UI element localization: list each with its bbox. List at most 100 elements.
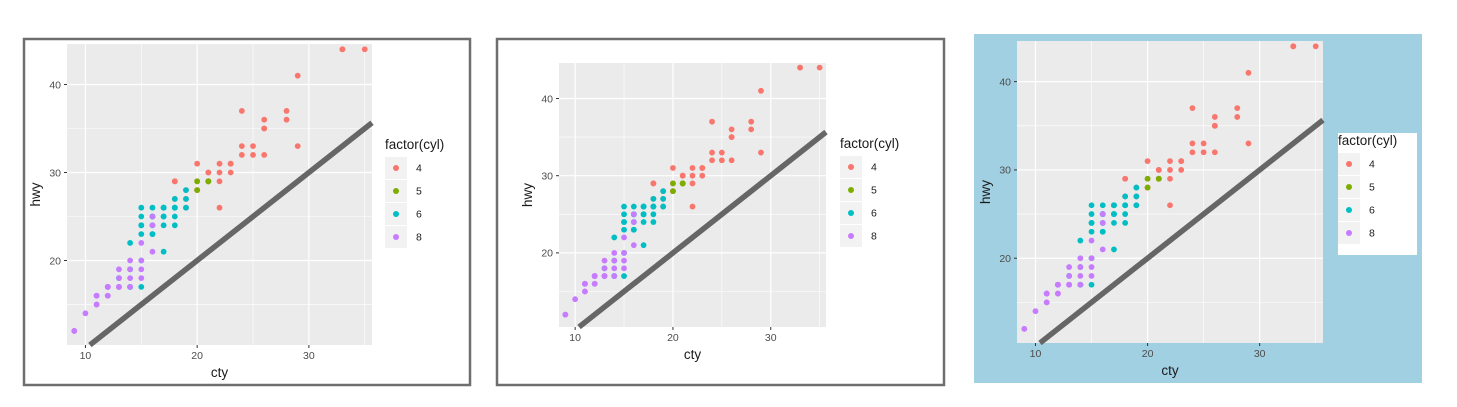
legend-label: 5 <box>1369 182 1375 194</box>
data-point <box>601 257 608 264</box>
plot-2-x-axis-label: cty <box>684 347 702 362</box>
data-point <box>621 203 627 210</box>
data-point <box>679 172 686 179</box>
data-point <box>640 211 647 218</box>
x-tick-label: 10 <box>569 332 581 344</box>
data-point <box>160 204 167 211</box>
legend-label: 5 <box>871 185 877 197</box>
data-point <box>149 248 156 255</box>
data-point <box>1189 140 1196 147</box>
data-point <box>591 280 598 287</box>
legend-label: 4 <box>416 163 422 175</box>
data-point <box>1099 228 1106 235</box>
data-point <box>216 169 223 176</box>
legend-label: 5 <box>416 186 422 198</box>
data-point <box>650 219 657 225</box>
data-point <box>116 266 122 273</box>
plot-3-reference-line <box>1038 117 1325 346</box>
y-tick-label: 30 <box>541 171 553 183</box>
data-point <box>1088 228 1095 235</box>
data-point <box>138 231 145 238</box>
data-point <box>582 280 588 287</box>
data-point <box>748 118 755 125</box>
data-point <box>1200 149 1207 156</box>
data-point <box>601 273 608 279</box>
data-point <box>718 157 725 164</box>
legend-label: 6 <box>1369 205 1375 217</box>
data-point <box>1178 167 1185 173</box>
plot-2: 10 20 30 20 30 40 cty hwy factor(cyl) 4 5 6 8 <box>495 37 946 387</box>
y-tick-label: 40 <box>999 76 1011 88</box>
data-point <box>1167 167 1173 173</box>
data-point <box>138 213 145 220</box>
legend-key-point <box>1346 230 1352 236</box>
data-point <box>611 265 618 272</box>
legend-key-point <box>1346 161 1352 167</box>
data-point <box>149 204 156 211</box>
y-tick-label: 20 <box>999 253 1011 265</box>
data-point <box>93 292 100 299</box>
data-point <box>238 143 245 149</box>
data-point <box>660 195 667 202</box>
x-tick-label: 30 <box>765 332 777 344</box>
data-point <box>1133 193 1140 200</box>
data-point <box>1167 158 1173 164</box>
data-point <box>138 284 145 290</box>
data-point <box>194 187 201 193</box>
data-point <box>611 257 618 264</box>
data-point <box>138 222 145 229</box>
data-point <box>205 178 212 185</box>
data-point <box>238 151 245 158</box>
data-point <box>138 275 145 282</box>
data-point <box>1088 202 1095 209</box>
legend-key-point <box>393 211 399 217</box>
data-point <box>283 107 290 114</box>
data-point <box>1088 272 1095 279</box>
data-point <box>1088 237 1095 244</box>
data-point <box>1099 220 1106 226</box>
data-point <box>138 204 145 211</box>
x-tick-label: 20 <box>191 350 203 362</box>
data-point <box>183 196 189 202</box>
data-point <box>183 187 189 193</box>
data-point <box>1077 237 1084 244</box>
data-point <box>611 273 618 279</box>
data-point <box>1111 220 1117 226</box>
data-point <box>1055 281 1061 288</box>
x-tick-label: 10 <box>1030 348 1042 360</box>
plot-2-reference-line <box>577 129 828 330</box>
data-point <box>104 284 111 290</box>
data-point <box>1211 149 1218 156</box>
data-point <box>621 234 627 241</box>
data-point <box>1234 114 1241 120</box>
legend-label: 4 <box>871 162 877 174</box>
data-point <box>116 275 122 282</box>
plot-1-reference-line <box>88 120 374 348</box>
data-point <box>82 310 89 317</box>
data-point <box>138 266 145 273</box>
plot-1-legend: factor(cyl) 4 5 6 8 <box>385 137 444 248</box>
data-point <box>104 292 111 299</box>
plot-2-x-ticks: 10 20 30 <box>569 327 777 344</box>
data-point <box>171 204 178 211</box>
plot-2-y-ticks: 20 30 40 <box>541 93 559 260</box>
plot-1-y-ticks: 20 30 40 <box>49 79 67 267</box>
plot-2-grid <box>559 63 826 327</box>
legend-key-point <box>848 164 854 170</box>
plot-3-legend-title: factor(cyl) <box>1338 133 1397 148</box>
data-point <box>250 151 256 158</box>
plot-1-grid <box>67 44 372 345</box>
plot-2-legend-title: factor(cyl) <box>840 136 899 151</box>
legend-label: 8 <box>416 232 422 244</box>
y-tick-label: 30 <box>999 165 1011 177</box>
data-point <box>611 249 618 256</box>
data-point <box>660 203 667 210</box>
plot-3-x-ticks: 10 20 30 <box>1030 343 1266 360</box>
data-point <box>1189 105 1196 112</box>
legend-label: 8 <box>1369 228 1375 240</box>
data-point <box>679 180 686 187</box>
data-point <box>1043 290 1050 297</box>
data-point <box>1099 246 1106 253</box>
legend-label: 6 <box>871 208 877 220</box>
x-tick-label: 10 <box>80 350 92 362</box>
